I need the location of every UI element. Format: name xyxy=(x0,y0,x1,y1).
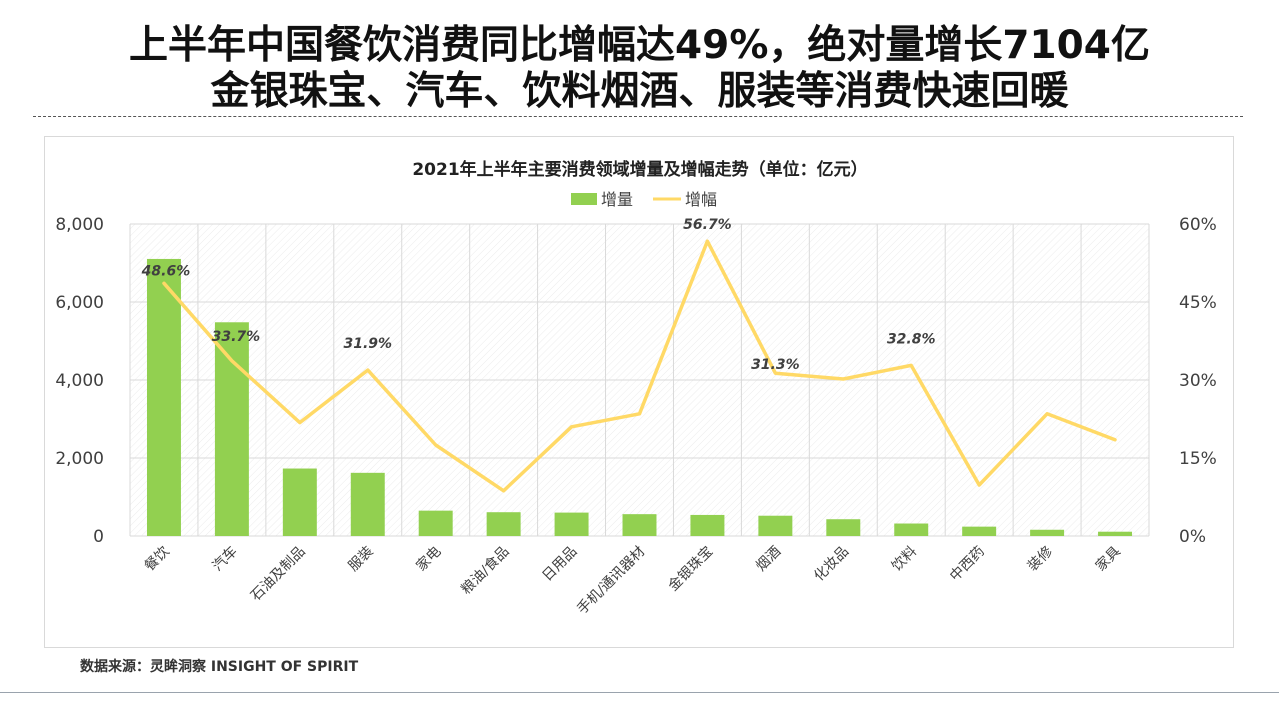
category-label: 化妆品 xyxy=(811,544,852,585)
bar-13 xyxy=(1030,529,1065,536)
left-tick-label: 2,000 xyxy=(55,449,104,469)
bar-9 xyxy=(758,515,793,536)
growth-data-label: 33.7% xyxy=(212,329,261,345)
growth-data-label: 32.8% xyxy=(887,331,936,347)
left-tick-label: 4,000 xyxy=(55,371,104,391)
right-tick-label: 60% xyxy=(1179,215,1217,235)
bar-4 xyxy=(418,510,453,536)
bar-5 xyxy=(486,512,521,536)
legend-bar-swatch xyxy=(571,193,597,205)
right-tick-label: 0% xyxy=(1179,527,1206,547)
legend-label-increase: 增量 xyxy=(601,190,633,209)
bar-11 xyxy=(894,523,929,536)
bar-8 xyxy=(690,514,725,536)
bar-7 xyxy=(622,514,657,536)
left-tick-label: 8,000 xyxy=(55,215,104,235)
right-tick-label: 15% xyxy=(1179,449,1217,469)
bar-2 xyxy=(282,468,317,536)
headline-line-1: 上半年中国餐饮消费同比增幅达49%，绝对量增长7104亿 xyxy=(129,23,1150,68)
category-label: 装修 xyxy=(1025,544,1056,575)
legend-label-growth: 增幅 xyxy=(685,190,717,209)
growth-data-label: 31.9% xyxy=(343,336,392,352)
category-label: 家电 xyxy=(413,543,445,575)
bar-0 xyxy=(146,258,181,536)
source-note: 数据来源：灵眸洞察 INSIGHT OF SPIRIT xyxy=(80,659,359,675)
bar-6 xyxy=(554,512,589,536)
category-label: 金银珠宝 xyxy=(665,544,716,595)
category-label: 日用品 xyxy=(539,544,580,585)
growth-data-label: 56.7% xyxy=(683,217,732,233)
bar-12 xyxy=(962,526,997,536)
growth-data-label: 31.3% xyxy=(751,357,800,373)
category-label: 粮油/食品 xyxy=(458,543,513,598)
bar-3 xyxy=(350,472,385,536)
dotted-divider xyxy=(33,116,1243,117)
right-tick-label: 30% xyxy=(1179,371,1217,391)
headline-line-2: 金银珠宝、汽车、饮料烟酒、服装等消费快速回暖 xyxy=(210,69,1069,114)
category-label: 饮料 xyxy=(889,544,920,575)
category-label: 烟酒 xyxy=(753,544,784,575)
combo-chart: 2021年上半年主要消费领域增量及增幅走势（单位：亿元） 增量 增幅 0 2,000 4,… xyxy=(55,159,1217,618)
category-label: 中西药 xyxy=(947,544,988,585)
category-label: 汽车 xyxy=(209,543,241,575)
category-label: 手机/通讯器材 xyxy=(574,544,648,618)
category-label: 餐饮 xyxy=(142,544,173,575)
category-label: 石油及制品 xyxy=(248,544,309,605)
chart-title: 2021年上半年主要消费领域增量及增幅走势（单位：亿元） xyxy=(412,159,867,180)
bar-1 xyxy=(214,322,249,536)
growth-data-label: 48.6% xyxy=(141,263,191,279)
bar-14 xyxy=(1098,531,1133,536)
growth-line xyxy=(162,239,1117,493)
left-tick-label: 6,000 xyxy=(55,293,104,313)
right-tick-label: 45% xyxy=(1179,293,1217,313)
left-tick-label: 0 xyxy=(93,527,104,547)
chart-frame: 2021年上半年主要消费领域增量及增幅走势（单位：亿元） 增量 增幅 0 2,000 4,… xyxy=(44,136,1234,648)
category-label: 家具 xyxy=(1092,543,1124,575)
bottom-divider xyxy=(0,692,1279,693)
bar-10 xyxy=(826,519,861,536)
category-label: 服装 xyxy=(345,544,376,575)
